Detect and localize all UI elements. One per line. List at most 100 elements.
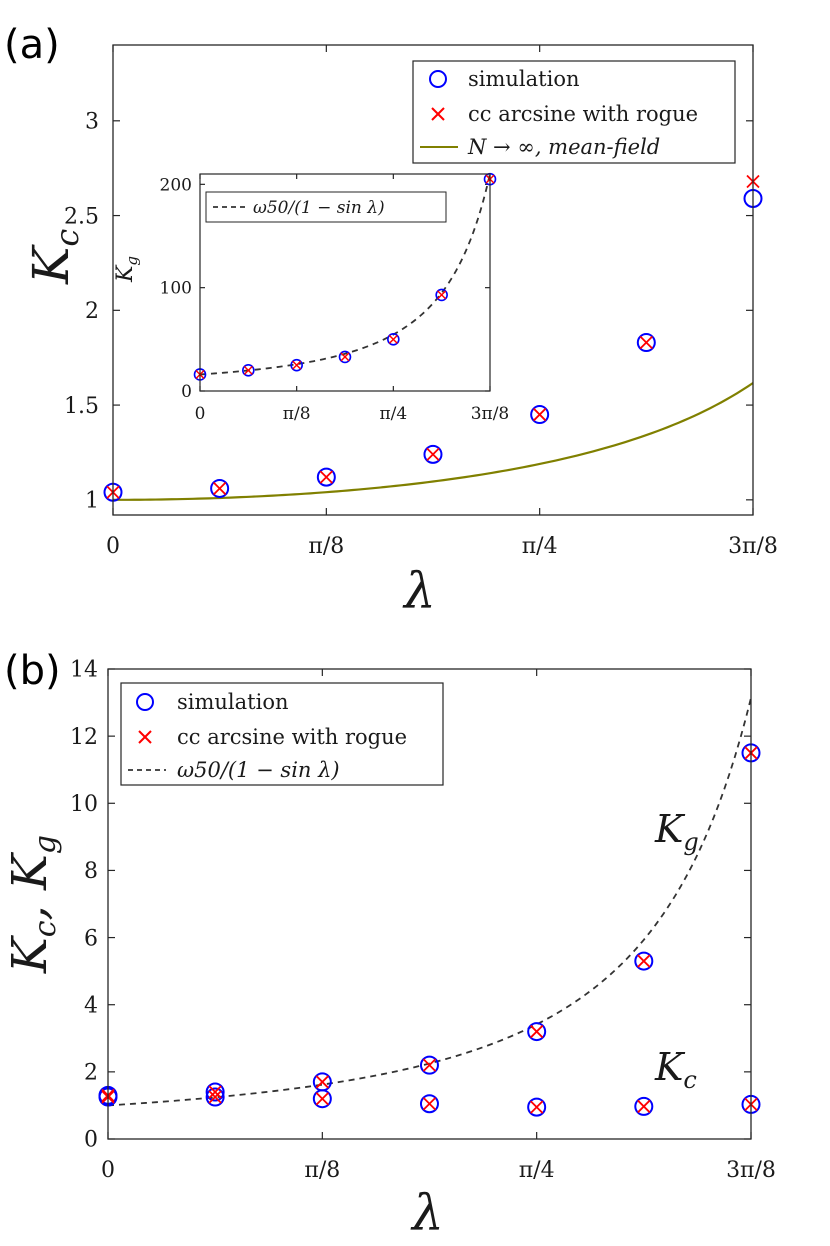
inset-xtick-label: π/8 (283, 404, 311, 424)
inset-simulation-point (435, 288, 448, 302)
panel-b-arcsine-point (422, 1097, 437, 1111)
panel-a-arcsine-point (213, 481, 227, 496)
panel-b-ytick-label: 2 (84, 1061, 98, 1086)
inset-ylabel-sub: g (123, 256, 141, 266)
panel-a-meanfield-curve (112, 382, 754, 501)
panel-b-arcsine-point (208, 1085, 222, 1099)
panel-a-legend-simulation: simulation (468, 67, 580, 91)
panel-b-arcsine-point (530, 1100, 544, 1114)
inset-axes-box (199, 173, 491, 392)
panel-a-xtick-label: π/8 (308, 534, 344, 559)
panel-b-dashed-fit-curve (107, 697, 752, 1107)
panel-b-xtick-label: π/8 (304, 1158, 340, 1183)
panel-b-simulation-point (634, 951, 654, 971)
panel-b-arcsine-point (637, 1099, 651, 1114)
panel-a-ylabel: Kc (22, 229, 86, 285)
panel-a-xtick-label: 0 (106, 534, 120, 559)
inset-arcsine-point (388, 334, 398, 344)
panel-a-legend: simulation cc arcsine with rogue N → ∞, … (412, 60, 736, 164)
inset-ylabel-main: K (113, 264, 138, 283)
panel-b-label: (b) (4, 648, 61, 694)
panel-a-ylabel-sub: c (48, 229, 86, 247)
panel-b-legend-arcsine: cc arcsine with rogue (177, 725, 407, 749)
panel-a-legend-circle-marker (429, 70, 447, 88)
inset-ytick-label: 100 (160, 279, 192, 299)
panel-b: (b) 0 π/8 π/4 3π/8 0 2 4 6 8 10 12 14 Kc, Kg λ simu… (2, 648, 776, 1242)
inset-xtick-label: 3π/8 (471, 404, 510, 424)
panel-b-legend-x-marker (138, 730, 152, 744)
annotation-kg-main: K (654, 807, 686, 851)
inset-ticks: 0 π/8 π/4 3π/8 0 100 200 (160, 174, 510, 424)
panel-a-legend-x-marker (431, 107, 445, 121)
panel-a-legend-arcsine: cc arcsine with rogue (468, 102, 698, 126)
panel-b-arcsine-point (208, 1090, 222, 1104)
panel-b-arcsine-point (315, 1075, 329, 1089)
panel-a-ytick-label: 2.5 (64, 204, 99, 229)
panel-b-ytick-label: 10 (70, 792, 98, 817)
panel-b-simulation-point (419, 1094, 439, 1114)
inset-ytick-label: 200 (160, 175, 192, 195)
panel-b-xtick-label: 3π/8 (726, 1158, 776, 1183)
panel-b-xlabel: λ (410, 1184, 444, 1242)
panel-b-legend-box (120, 682, 444, 786)
panel-b-xtick-label: 0 (101, 1158, 115, 1183)
inset-simulation-point (387, 333, 400, 346)
panel-a-xtick-label: π/4 (522, 534, 558, 559)
inset-simulation-point (242, 364, 255, 377)
panel-a-legend-meanfield: N → ∞, mean-field (467, 135, 660, 159)
panel-a-xlabel: λ (402, 562, 436, 620)
panel-a-simulation-point (316, 467, 336, 487)
panel-a-ylabel-main: K (22, 244, 80, 285)
panel-a-ytick-label: 2 (85, 299, 99, 324)
panel-b-legend-simulation: simulation (177, 690, 289, 714)
panel-b-arcsine-point (530, 1024, 544, 1039)
panel-a-curves (112, 382, 754, 501)
panel-b-ytick-label: 8 (84, 859, 98, 884)
inset-arcsine-point (340, 352, 350, 362)
panel-a-legend-box (412, 60, 736, 164)
panel-b-simulation-point (205, 1082, 225, 1102)
annotation-kg-sub: g (683, 828, 698, 856)
panel-a-axes-box (112, 44, 754, 516)
inset-ytick-label: 0 (181, 382, 192, 402)
annotation-kc-sub: c (683, 1066, 696, 1094)
panel-b-ytick-label: 0 (84, 1128, 98, 1153)
panel-a-arcsine-point (319, 470, 333, 484)
panel-b-simulation-point (312, 1089, 332, 1109)
panel-b-ytick-label: 14 (70, 658, 98, 683)
panel-a-ytick-label: 3 (85, 110, 99, 135)
panel-a-label: (a) (4, 22, 60, 68)
inset-legend-box (205, 191, 447, 223)
inset-arcsine-point (437, 290, 447, 300)
annotation-kg: Kg (654, 807, 699, 856)
panel-b-simulation-point (527, 1022, 547, 1042)
panel-b-arcsine-point (315, 1092, 329, 1106)
panel-b-ytick-label: 6 (84, 926, 98, 951)
panel-a-simulation-point (636, 333, 656, 353)
inset-xtick-label: π/4 (379, 404, 407, 424)
panel-a-arcsine-point (426, 447, 440, 461)
panel-b-simulation-point (419, 1055, 439, 1075)
panel-b-curves (107, 697, 752, 1107)
panel-b-axes-box (107, 668, 752, 1140)
panel-b-simulation-point (527, 1097, 547, 1117)
panel-a-inset: 0 π/8 π/4 3π/8 0 100 200 Kg ω50/(1 − sin λ) (113, 172, 510, 424)
panel-a-simulation-point (530, 405, 550, 425)
inset-ylabel: Kg (113, 256, 141, 283)
panel-a-ytick-label: 1 (85, 489, 99, 514)
panel-a-arcsine-point (533, 407, 547, 422)
panel-b-ylabel: Kc, Kg (2, 835, 63, 974)
panel-b-simulation-point (634, 1096, 654, 1116)
inset-simulation-point (338, 350, 352, 364)
annotation-kc: Kc (654, 1045, 697, 1094)
panel-b-xtick-label: π/4 (519, 1158, 555, 1183)
panel-b-legend: simulation cc arcsine with rogue ω50/(1 … (120, 682, 444, 786)
panel-a-simulation-point (210, 478, 230, 498)
panel-b-ytick-label: 12 (70, 725, 98, 750)
inset-simulation-point (290, 358, 303, 372)
panel-a-simulation-point (423, 444, 443, 464)
panel-a: (a) 0 π/8 π/4 3π/8 1 1.5 2 2.5 3 Kc λ simulation… (4, 22, 778, 620)
panel-a-ticks: 0 π/8 π/4 3π/8 1 1.5 2 2.5 3 (64, 45, 778, 559)
panel-b-arcsine-point (422, 1058, 437, 1072)
